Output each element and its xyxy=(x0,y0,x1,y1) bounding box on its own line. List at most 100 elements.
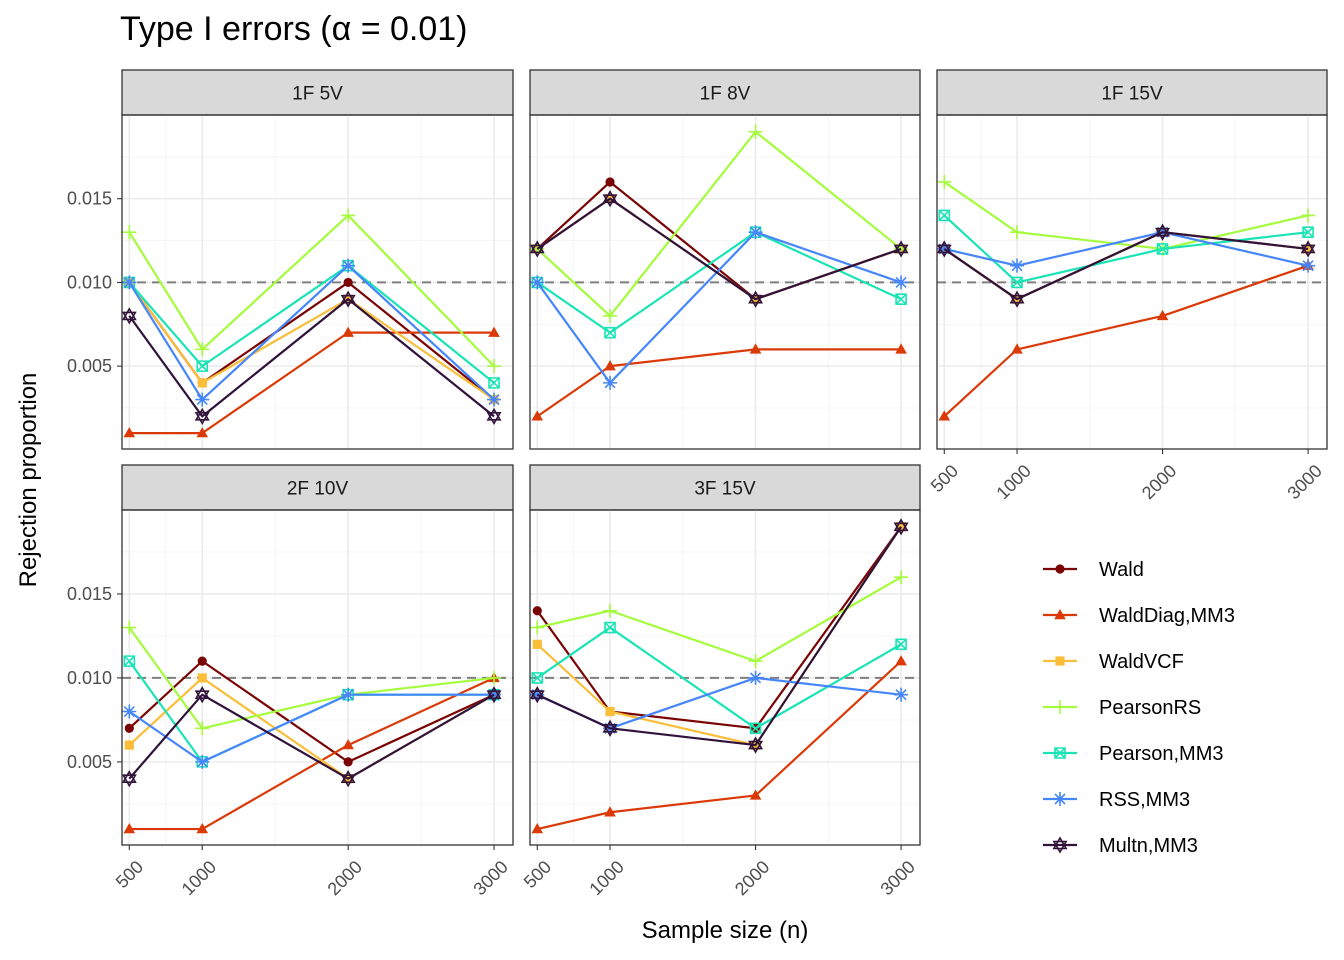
x-axis-title: Sample size (n) xyxy=(642,917,809,944)
legend-item-pearson-mm3: Pearson,MM3 xyxy=(1043,743,1224,765)
x-tick-label: 3000 xyxy=(1283,461,1325,503)
series-line-multn-mm3 xyxy=(536,197,902,301)
marker-waldvcf xyxy=(197,378,207,388)
series-wald xyxy=(532,522,906,733)
series-walddiag-mm3 xyxy=(938,259,1314,421)
marker-walddiag-mm3 xyxy=(1156,309,1169,321)
facet-strip xyxy=(121,69,514,116)
legend-item-waldvcf: WaldVCF xyxy=(1043,651,1184,673)
legend-item-rss-mm3: RSS,MM3 xyxy=(1043,789,1190,811)
series-walddiag-mm3 xyxy=(531,343,907,421)
marker-pearson-mm3 xyxy=(123,655,136,667)
marker-multn-mm3 xyxy=(529,686,545,704)
marker-wald xyxy=(197,656,207,666)
chart-title: Type I errors (α = 0.01) xyxy=(120,10,468,48)
panel-2f-10v: 2F 10V 0.005 0.010 0.015 500 1000 2000 3000 xyxy=(67,464,514,899)
marker-walddiag-mm3 xyxy=(938,410,951,421)
marker-walddiag-mm3 xyxy=(123,823,136,834)
marker-pearson-mm3 xyxy=(531,672,544,684)
marker-walddiag-mm3 xyxy=(488,326,500,337)
series-rss-mm3 xyxy=(530,225,909,390)
series-line-pearsonrs xyxy=(128,626,495,730)
marker-waldvcf xyxy=(1055,656,1065,666)
series-line-rss-mm3 xyxy=(536,231,902,384)
x-tick-label: 500 xyxy=(112,857,147,892)
marker-multn-mm3 xyxy=(893,240,909,258)
marker-waldvcf xyxy=(896,522,906,532)
series-line-waldvcf xyxy=(128,281,495,401)
marker-wald xyxy=(343,277,353,288)
marker-multn-mm3 xyxy=(340,290,356,308)
facet-strip xyxy=(936,69,1328,116)
marker-rss-mm3 xyxy=(122,704,137,719)
y-axis-title: Rejection proportion xyxy=(15,373,42,588)
facet-strip xyxy=(121,464,514,511)
marker-rss-mm3 xyxy=(1053,792,1067,806)
series-line-rss-mm3 xyxy=(128,264,495,401)
marker-waldvcf xyxy=(532,639,542,649)
marker-multn-mm3 xyxy=(1300,240,1316,258)
series-multn-mm3 xyxy=(529,518,909,754)
marker-multn-mm3 xyxy=(748,290,764,308)
panel-3f-15v: 3F 15V 500 1000 2000 3000 xyxy=(520,464,921,899)
legend-item-walddiag-mm3: WaldDiag,MM3 xyxy=(1043,605,1235,627)
marker-pearsonrs xyxy=(748,124,763,139)
marker-pearson-mm3 xyxy=(488,377,500,389)
marker-pearsonrs xyxy=(122,225,137,240)
legend-label: Multn,MM3 xyxy=(1099,835,1198,857)
series-line-multn-mm3 xyxy=(943,231,1309,301)
marker-pearsonrs xyxy=(603,603,618,618)
marker-walddiag-mm3 xyxy=(749,789,762,800)
marker-rss-mm3 xyxy=(530,687,545,702)
marker-multn-mm3 xyxy=(194,686,210,704)
marker-multn-mm3 xyxy=(121,770,137,788)
marker-rss-mm3 xyxy=(487,687,502,702)
series-line-wald xyxy=(536,526,902,730)
marker-walddiag-mm3 xyxy=(1054,609,1066,620)
marker-walddiag-mm3 xyxy=(531,823,544,834)
x-tick-label: 500 xyxy=(927,461,962,496)
marker-pearsonrs xyxy=(530,620,545,635)
marker-waldvcf xyxy=(605,706,615,717)
marker-wald xyxy=(605,177,615,187)
series-multn-mm3 xyxy=(529,190,909,308)
marker-rss-mm3 xyxy=(1010,258,1025,273)
marker-wald xyxy=(124,723,134,733)
marker-rss-mm3 xyxy=(122,275,137,290)
series-line-waldvcf xyxy=(128,676,495,780)
series-line-walddiag-mm3 xyxy=(129,331,495,435)
marker-multn-mm3 xyxy=(121,307,137,325)
series-line-pearsonrs xyxy=(536,130,902,318)
marker-rss-mm3 xyxy=(487,392,502,407)
marker-pearson-mm3 xyxy=(604,621,616,634)
x-tick-label: 2000 xyxy=(1138,461,1180,503)
facet-strip-label: 1F 8V xyxy=(700,84,751,105)
series-pearsonrs xyxy=(530,570,909,669)
marker-wald xyxy=(1055,564,1065,574)
series-line-pearson-mm3 xyxy=(536,231,902,334)
marker-walddiag-mm3 xyxy=(1011,343,1023,354)
marker-pearsonrs xyxy=(1010,225,1025,240)
series-line-pearsonrs xyxy=(537,576,902,663)
marker-pearson-mm3 xyxy=(1011,276,1023,289)
marker-multn-mm3 xyxy=(1009,290,1025,308)
panel-border xyxy=(936,114,1328,450)
marker-pearson-mm3 xyxy=(1156,243,1169,255)
legend: Wald WaldDiag,MM3 WaldVCF PearsonRS Pearson,… xyxy=(1043,559,1235,857)
marker-multn-mm3 xyxy=(1155,223,1171,241)
series-multn-mm3 xyxy=(121,686,502,788)
marker-rss-mm3 xyxy=(748,670,763,685)
legend-item-wald: Wald xyxy=(1043,559,1144,581)
series-line-walddiag-mm3 xyxy=(129,676,495,831)
marker-pearsonrs xyxy=(1301,208,1316,223)
marker-pearsonrs xyxy=(1053,700,1067,714)
marker-walddiag-mm3 xyxy=(196,823,209,834)
series-line-multn-mm3 xyxy=(128,298,495,418)
marker-rss-mm3 xyxy=(195,754,210,769)
marker-multn-mm3 xyxy=(1052,836,1068,854)
marker-pearson-mm3 xyxy=(749,722,762,735)
series-rss-mm3 xyxy=(122,258,502,407)
marker-walddiag-mm3 xyxy=(342,326,354,337)
series-walddiag-mm3 xyxy=(531,655,907,834)
